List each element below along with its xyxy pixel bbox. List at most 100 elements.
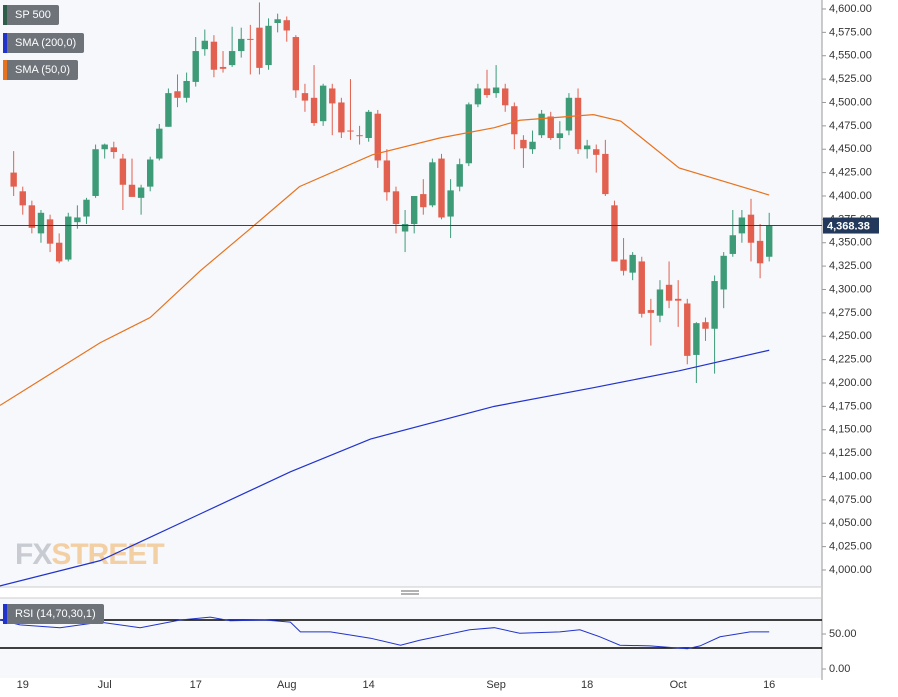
- candle-body: [283, 20, 290, 31]
- price-tag-label: 4,368.38: [827, 220, 870, 232]
- candle-body: [183, 80, 190, 98]
- legend-label: SMA (50,0): [15, 64, 71, 76]
- y-tick-label: 4,400.00: [829, 190, 872, 202]
- x-tick-label: Aug: [277, 679, 297, 691]
- candle-body: [201, 40, 209, 50]
- candle-body: [565, 97, 573, 131]
- candle-body: [256, 27, 263, 68]
- candle-body: [474, 88, 482, 105]
- y-tick-label: 4,600.00: [829, 3, 872, 15]
- candle-body: [502, 88, 509, 106]
- y-tick-label: 0.00: [829, 663, 850, 675]
- candle-body: [374, 113, 381, 161]
- candle-body: [401, 224, 409, 232]
- legend-swatch: [3, 5, 7, 25]
- rsi-line: [0, 616, 770, 650]
- legend-label: SMA (200,0): [15, 37, 77, 49]
- y-tick-label: 4,100.00: [829, 470, 872, 482]
- candle-body: [119, 158, 127, 185]
- legend-item[interactable]: SMA (200,0): [3, 33, 85, 53]
- candle-body: [438, 158, 445, 218]
- y-tick-label: 4,450.00: [829, 143, 872, 155]
- candle-body: [301, 93, 309, 101]
- legend-item[interactable]: SMA (50,0): [3, 60, 79, 80]
- candle-body: [593, 149, 600, 155]
- candle-body: [238, 38, 245, 52]
- x-tick-label: 16: [763, 679, 775, 691]
- candle-body: [429, 162, 436, 206]
- rsi-panel: [0, 598, 822, 678]
- candle-body: [574, 97, 582, 150]
- y-tick-label: 4,575.00: [829, 26, 872, 38]
- candle-body: [747, 214, 755, 243]
- candle-body: [729, 235, 736, 254]
- y-tick-label: 4,250.00: [829, 330, 872, 342]
- candle-body: [156, 128, 163, 159]
- candle-body: [319, 85, 327, 122]
- y-tick-label: 4,525.00: [829, 73, 872, 85]
- watermark: FXSTREET: [15, 538, 164, 571]
- y-tick-label: 4,050.00: [829, 517, 872, 529]
- candle-body: [602, 153, 609, 195]
- y-tick-label: 4,300.00: [829, 283, 872, 295]
- legend-item[interactable]: SP 500: [3, 5, 59, 25]
- candle-body: [137, 187, 145, 198]
- candle-body: [28, 205, 36, 228]
- y-tick-label: 4,025.00: [829, 541, 872, 553]
- y-tick-label: 4,275.00: [829, 307, 872, 319]
- candle-body: [128, 184, 136, 197]
- candle-body: [392, 191, 400, 225]
- candle-body: [310, 97, 318, 124]
- candle-body: [674, 298, 682, 301]
- price-tag: [823, 217, 879, 234]
- candle-body: [356, 135, 363, 137]
- candle-body: [665, 284, 673, 301]
- legend-swatch: [3, 33, 7, 53]
- candle-body: [265, 25, 272, 66]
- sma-line: [0, 114, 770, 406]
- candle-body: [583, 145, 591, 150]
- candle-body: [292, 37, 300, 91]
- candle-body: [693, 323, 700, 355]
- y-tick-label: 4,175.00: [829, 400, 872, 412]
- candle-body: [547, 116, 554, 139]
- candle-body: [647, 310, 655, 313]
- candle-body: [483, 88, 491, 95]
- candle-body: [247, 38, 254, 40]
- candle-body: [347, 130, 354, 132]
- x-tick-label: 17: [190, 679, 202, 691]
- y-tick-label: 4,075.00: [829, 494, 872, 506]
- x-tick-label: Oct: [670, 679, 687, 691]
- candle-body: [365, 111, 372, 139]
- candle-body: [766, 225, 773, 257]
- candle-body: [74, 217, 81, 223]
- x-tick-label: 19: [17, 679, 29, 691]
- resize-handle[interactable]: [401, 590, 419, 595]
- y-tick-label: 4,125.00: [829, 447, 872, 459]
- candle-body: [702, 322, 709, 329]
- candle-body: [19, 191, 26, 206]
- candle-body: [410, 195, 418, 225]
- candle-body: [165, 93, 172, 127]
- candle-body: [638, 261, 645, 314]
- y-tick-label: 4,475.00: [829, 120, 872, 132]
- legend-item[interactable]: RSI (14,70,30,1): [3, 604, 104, 624]
- x-tick-label: Sep: [486, 679, 506, 691]
- y-tick-label: 4,200.00: [829, 377, 872, 389]
- candle-body: [611, 205, 618, 262]
- candle-body: [465, 104, 473, 164]
- y-tick-label: 4,550.00: [829, 50, 872, 62]
- candle-body: [684, 303, 691, 356]
- candle-body: [338, 102, 345, 133]
- candle-body: [629, 254, 636, 273]
- candle-body: [529, 141, 536, 150]
- candle-body: [146, 159, 154, 187]
- candle-body: [219, 66, 227, 69]
- candle-body: [83, 199, 90, 217]
- y-tick-label: 4,325.00: [829, 260, 872, 272]
- x-tick-label: 18: [581, 679, 593, 691]
- candle-body: [756, 240, 764, 264]
- candle-body: [46, 219, 54, 244]
